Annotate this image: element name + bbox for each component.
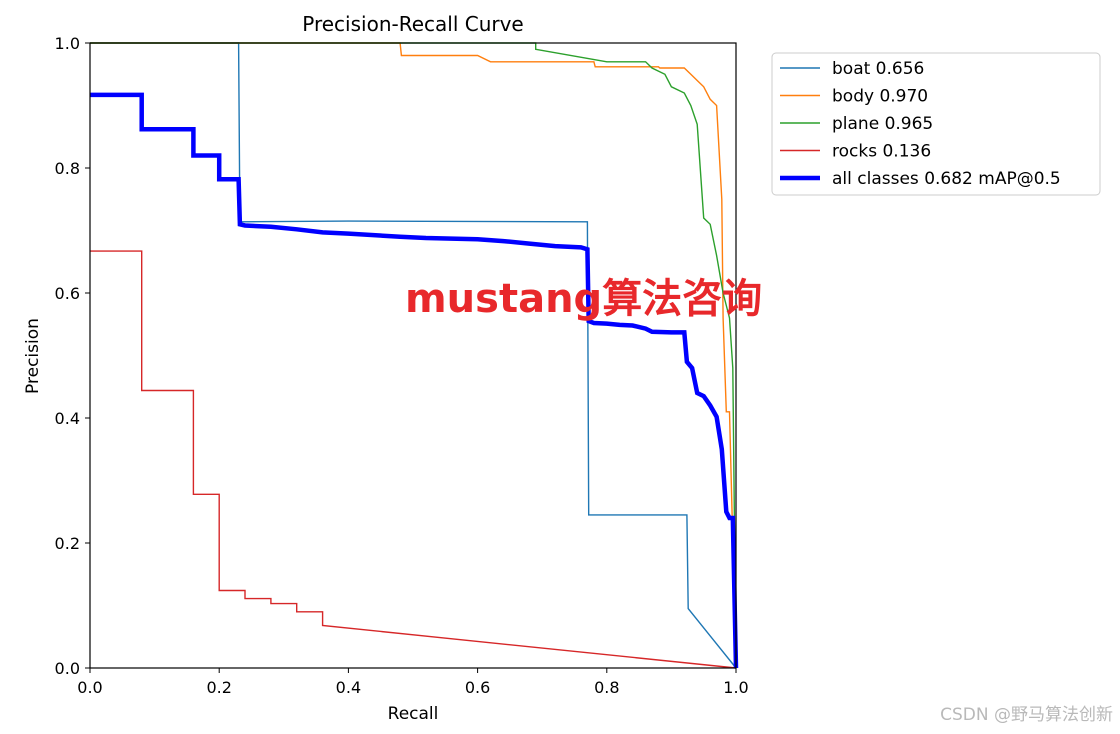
legend-label: rocks 0.136 — [832, 142, 931, 162]
x-tick-label: 0.0 — [77, 678, 102, 697]
ticks-layer: 0.0 0.2 0.4 0.6 0.8 1.0 0.0 0.2 0.4 0.6 0.8 1.0 — [55, 34, 749, 697]
y-tick-label: 0.6 — [55, 284, 80, 303]
y-tick-label: 0.0 — [55, 659, 80, 678]
series-line-boat — [90, 42, 737, 669]
series-line-all — [90, 92, 739, 669]
y-tick-label: 0.2 — [55, 534, 80, 553]
series-line-body — [90, 42, 737, 669]
csdn-watermark-text: CSDN @野马算法创新 — [940, 705, 1113, 725]
plot-frame — [89, 42, 737, 669]
series-line-rocks — [90, 250, 737, 669]
legend-label: all classes 0.682 mAP@0.5 — [832, 169, 1061, 189]
x-tick-label: 0.6 — [465, 678, 490, 697]
legend-label: boat 0.656 — [832, 59, 924, 79]
x-tick-label: 1.0 — [723, 678, 748, 697]
y-tick-label: 0.8 — [55, 159, 80, 178]
x-tick-label: 0.2 — [206, 678, 231, 697]
y-axis-label: Precision — [23, 318, 43, 394]
x-axis-label: Recall — [388, 704, 439, 724]
legend-label: plane 0.965 — [832, 114, 933, 134]
x-tick-label: 0.8 — [594, 678, 619, 697]
legend-label: body 0.970 — [832, 87, 928, 107]
chart-title: Precision-Recall Curve — [302, 12, 523, 36]
x-tick-label: 0.4 — [336, 678, 361, 697]
overlay-watermark-text: mustang算法咨询 — [405, 276, 762, 322]
legend-box — [771, 52, 1101, 196]
series-line-plane — [90, 42, 737, 669]
legend-entries: boat 0.656 body 0.970 plane 0.965 rocks 0.1… — [780, 59, 1061, 189]
y-tick-label: 0.4 — [55, 409, 80, 428]
y-tick-label: 1.0 — [55, 34, 80, 53]
legend: boat 0.656 body 0.970 plane 0.965 rocks 0.1… — [771, 52, 1101, 196]
series-layer — [90, 42, 739, 669]
